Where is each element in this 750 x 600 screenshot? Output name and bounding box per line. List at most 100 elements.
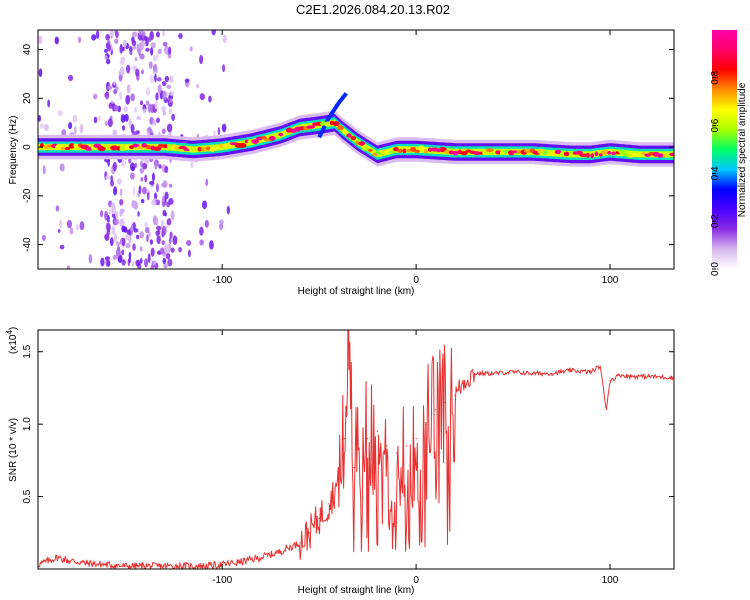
noise-blob bbox=[106, 44, 111, 52]
snr-panel: -100 0 100 0.5 1.0 1.5 Height of straight lin… bbox=[5, 327, 675, 596]
noise-blob bbox=[157, 84, 162, 94]
ridge-peak bbox=[393, 147, 399, 152]
noise-blob bbox=[113, 186, 118, 196]
noise-blob bbox=[222, 64, 226, 73]
y-tick-label: 1.5 bbox=[22, 344, 33, 358]
noise-blob bbox=[133, 131, 138, 137]
noise-blob bbox=[105, 256, 111, 261]
noise-blob bbox=[162, 257, 167, 265]
snr-point bbox=[386, 445, 388, 447]
noise-blob bbox=[156, 77, 162, 82]
noise-blob bbox=[162, 30, 165, 38]
ridge-peak bbox=[568, 151, 573, 157]
ridge-peak bbox=[342, 129, 347, 134]
noise-blob bbox=[161, 128, 166, 135]
noise-blob bbox=[43, 123, 49, 131]
noise-blob bbox=[170, 247, 175, 253]
ridge-peak bbox=[219, 143, 223, 149]
ridge-peak bbox=[547, 152, 552, 156]
snr-point bbox=[279, 551, 281, 553]
noise-blob bbox=[205, 178, 209, 187]
spectrogram-axes: -100 0 100 -40 -20 0 20 40 bbox=[22, 30, 674, 286]
ridge-peak bbox=[188, 146, 194, 152]
ridge-peak bbox=[636, 152, 642, 158]
colorbar-tick-label: 0.6 bbox=[710, 118, 721, 132]
noise-blob bbox=[112, 254, 118, 260]
noise-blob bbox=[108, 102, 113, 109]
ridge-peak bbox=[238, 142, 247, 148]
ridge-peak bbox=[611, 151, 616, 156]
noise-blob bbox=[121, 259, 126, 266]
noise-blob bbox=[168, 108, 172, 115]
snr-marks bbox=[38, 330, 674, 569]
snr-point bbox=[405, 445, 408, 447]
spectrogram-frame bbox=[37, 29, 675, 270]
colorbar-scale bbox=[712, 30, 737, 269]
noise-blob bbox=[201, 200, 208, 210]
noise-blob bbox=[104, 210, 109, 221]
noise-blob bbox=[199, 239, 204, 246]
ridge-peak bbox=[278, 132, 284, 137]
noise-blob bbox=[107, 40, 111, 45]
noise-blob bbox=[105, 121, 108, 126]
ridge-peak bbox=[560, 151, 565, 157]
snr-scale-label: (x104) bbox=[5, 327, 19, 354]
noise-blob bbox=[134, 106, 138, 113]
noise-blob bbox=[169, 231, 173, 239]
noise-blob bbox=[171, 91, 175, 96]
ridge-peak bbox=[60, 146, 66, 151]
noise-blob bbox=[155, 92, 159, 101]
noise-blob bbox=[178, 33, 183, 39]
noise-blob bbox=[209, 240, 214, 250]
noise-blob bbox=[150, 42, 156, 49]
noise-blob bbox=[152, 119, 157, 126]
snr-point bbox=[425, 423, 427, 425]
noise-blob bbox=[168, 237, 172, 244]
noise-blob bbox=[116, 178, 122, 185]
ridge-peak bbox=[197, 146, 202, 152]
noise-blob bbox=[107, 260, 111, 267]
noise-blob bbox=[141, 69, 144, 75]
noise-blob bbox=[145, 87, 151, 96]
noise-blob bbox=[147, 253, 151, 264]
colorbar-tick-label: 0.0 bbox=[710, 262, 721, 276]
ridge-peak bbox=[73, 143, 79, 148]
ridge-peak bbox=[656, 153, 665, 158]
y-tick-label: 40 bbox=[22, 44, 33, 56]
branch-segment bbox=[327, 102, 341, 119]
ridge-peak bbox=[594, 151, 599, 157]
noise-blob bbox=[122, 39, 127, 48]
ridge-peak bbox=[669, 152, 674, 157]
noise-blob bbox=[105, 58, 111, 65]
x-tick-label: -100 bbox=[212, 575, 232, 586]
noise-blob bbox=[130, 93, 135, 102]
noise-blob bbox=[129, 51, 133, 56]
noise-blob bbox=[166, 123, 173, 133]
ridge-peak bbox=[542, 150, 549, 155]
noise-blob bbox=[222, 34, 227, 44]
colorbar-ticks: 0.0 0.2 0.4 0.6 0.8 bbox=[710, 70, 721, 276]
noise-blob bbox=[145, 227, 150, 234]
noise-blob bbox=[219, 219, 224, 225]
noise-blob bbox=[148, 36, 152, 42]
noise-blob bbox=[137, 211, 140, 217]
noise-blob bbox=[130, 162, 136, 171]
snr-line bbox=[38, 330, 674, 569]
snr-point bbox=[415, 438, 417, 440]
noise-blob bbox=[134, 162, 137, 168]
ridge-peak bbox=[452, 150, 459, 156]
snr-point bbox=[66, 559, 68, 561]
snr-point bbox=[648, 375, 650, 377]
noise-blob bbox=[106, 228, 111, 236]
noise-blob bbox=[139, 160, 144, 168]
noise-blob bbox=[119, 66, 125, 76]
noise-blob bbox=[93, 116, 98, 124]
colorbar-label: Normalized spectral amplitude bbox=[737, 82, 748, 217]
noise-blob bbox=[128, 256, 132, 264]
noise-blob bbox=[156, 31, 160, 38]
noise-blob bbox=[150, 247, 155, 257]
y-tick-label: 1.0 bbox=[22, 417, 33, 431]
colorbar-tick-label: 0.2 bbox=[710, 214, 721, 228]
noise-blob bbox=[152, 55, 158, 62]
noise-blob bbox=[148, 180, 155, 185]
